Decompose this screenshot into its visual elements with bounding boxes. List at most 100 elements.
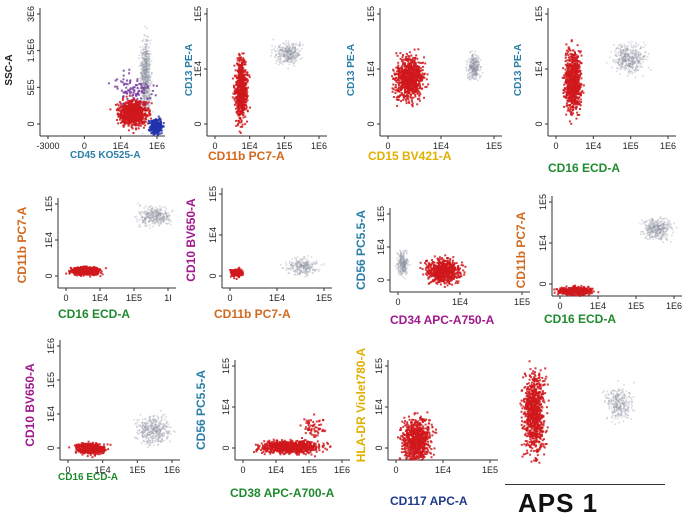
event-dot	[148, 89, 151, 92]
event-dot	[622, 57, 625, 60]
event-dot	[146, 68, 148, 70]
event-dot	[469, 74, 471, 77]
event-dot	[141, 115, 144, 117]
event-dot	[561, 76, 564, 79]
event-dot	[635, 56, 637, 59]
event-dot	[412, 67, 415, 70]
event-dot	[148, 64, 150, 66]
event-dot	[142, 76, 145, 79]
event-dot	[473, 78, 476, 80]
event-dot	[134, 123, 136, 126]
event-dot	[476, 69, 479, 71]
event-dot	[287, 56, 290, 58]
event-dot	[471, 50, 473, 52]
event-dot	[120, 103, 123, 106]
event-dot	[144, 73, 146, 76]
event-dot	[411, 88, 414, 91]
event-dot	[144, 74, 147, 77]
event-dot	[241, 85, 244, 88]
event-dot	[271, 44, 273, 47]
event-dot	[403, 72, 405, 75]
event-dot	[424, 86, 427, 89]
event-dot	[237, 122, 239, 125]
event-dot	[127, 111, 129, 114]
event-dot	[292, 62, 295, 65]
event-dot	[396, 54, 399, 57]
event-dot	[147, 90, 150, 92]
event-dot	[625, 67, 627, 69]
event-dot	[569, 110, 571, 113]
event-dot	[147, 86, 149, 89]
event-dot	[621, 58, 623, 61]
event-dot	[571, 75, 574, 78]
event-dot	[141, 76, 144, 78]
event-dot	[146, 90, 149, 92]
event-dot	[148, 76, 151, 79]
event-dot	[412, 76, 415, 79]
event-dot	[143, 90, 145, 92]
event-dot	[285, 54, 288, 56]
event-dot	[239, 85, 242, 87]
event-dot	[285, 42, 288, 45]
event-dot	[569, 70, 572, 73]
event-dot	[406, 95, 409, 98]
event-dot	[406, 59, 409, 62]
event-dot	[235, 87, 238, 90]
event-dot	[150, 122, 153, 125]
event-dot	[572, 90, 575, 93]
event-dot	[245, 95, 248, 97]
event-dot	[404, 86, 407, 89]
event-dot	[395, 52, 398, 55]
event-dot	[622, 56, 625, 58]
event-dot	[299, 43, 301, 46]
event-dot	[285, 59, 288, 61]
event-dot	[571, 68, 574, 71]
event-dot	[635, 68, 638, 71]
event-dot	[473, 59, 475, 61]
event-dot	[625, 48, 628, 50]
event-dot	[151, 89, 154, 92]
event-dot	[150, 117, 152, 120]
event-dot	[145, 66, 147, 69]
event-dot	[631, 59, 633, 62]
event-dot	[465, 66, 467, 69]
event-dot	[478, 64, 480, 66]
event-dot	[146, 68, 148, 70]
event-dot	[279, 62, 282, 64]
event-dot	[568, 79, 571, 81]
event-dot	[143, 69, 145, 71]
event-dot	[622, 58, 625, 61]
event-dot	[567, 50, 570, 53]
event-dot	[282, 55, 285, 58]
event-dot	[568, 120, 571, 123]
event-dot	[405, 77, 408, 80]
event-dot	[149, 108, 152, 111]
event-dot	[403, 83, 406, 86]
event-dot	[467, 70, 470, 73]
event-dot	[565, 52, 567, 55]
event-dot	[145, 38, 148, 41]
event-dot	[402, 54, 404, 56]
event-dot	[147, 96, 149, 99]
event-dot	[127, 119, 129, 122]
event-dot	[141, 60, 143, 63]
event-dot	[146, 86, 148, 89]
event-dot	[240, 93, 243, 96]
event-dot	[282, 60, 285, 62]
event-dot	[624, 55, 626, 57]
event-dot	[625, 53, 628, 56]
event-dot	[626, 63, 628, 66]
event-dot	[475, 68, 477, 70]
event-dot	[146, 68, 148, 70]
event-dot	[287, 49, 289, 51]
event-dot	[425, 78, 428, 81]
event-dot	[644, 51, 647, 53]
event-dot	[143, 89, 146, 92]
event-dot	[627, 48, 629, 50]
event-dot	[286, 57, 289, 59]
event-dot	[139, 100, 142, 103]
event-dot	[612, 59, 614, 61]
event-dot	[297, 54, 299, 56]
event-dot	[279, 57, 281, 60]
event-dot	[629, 70, 631, 73]
